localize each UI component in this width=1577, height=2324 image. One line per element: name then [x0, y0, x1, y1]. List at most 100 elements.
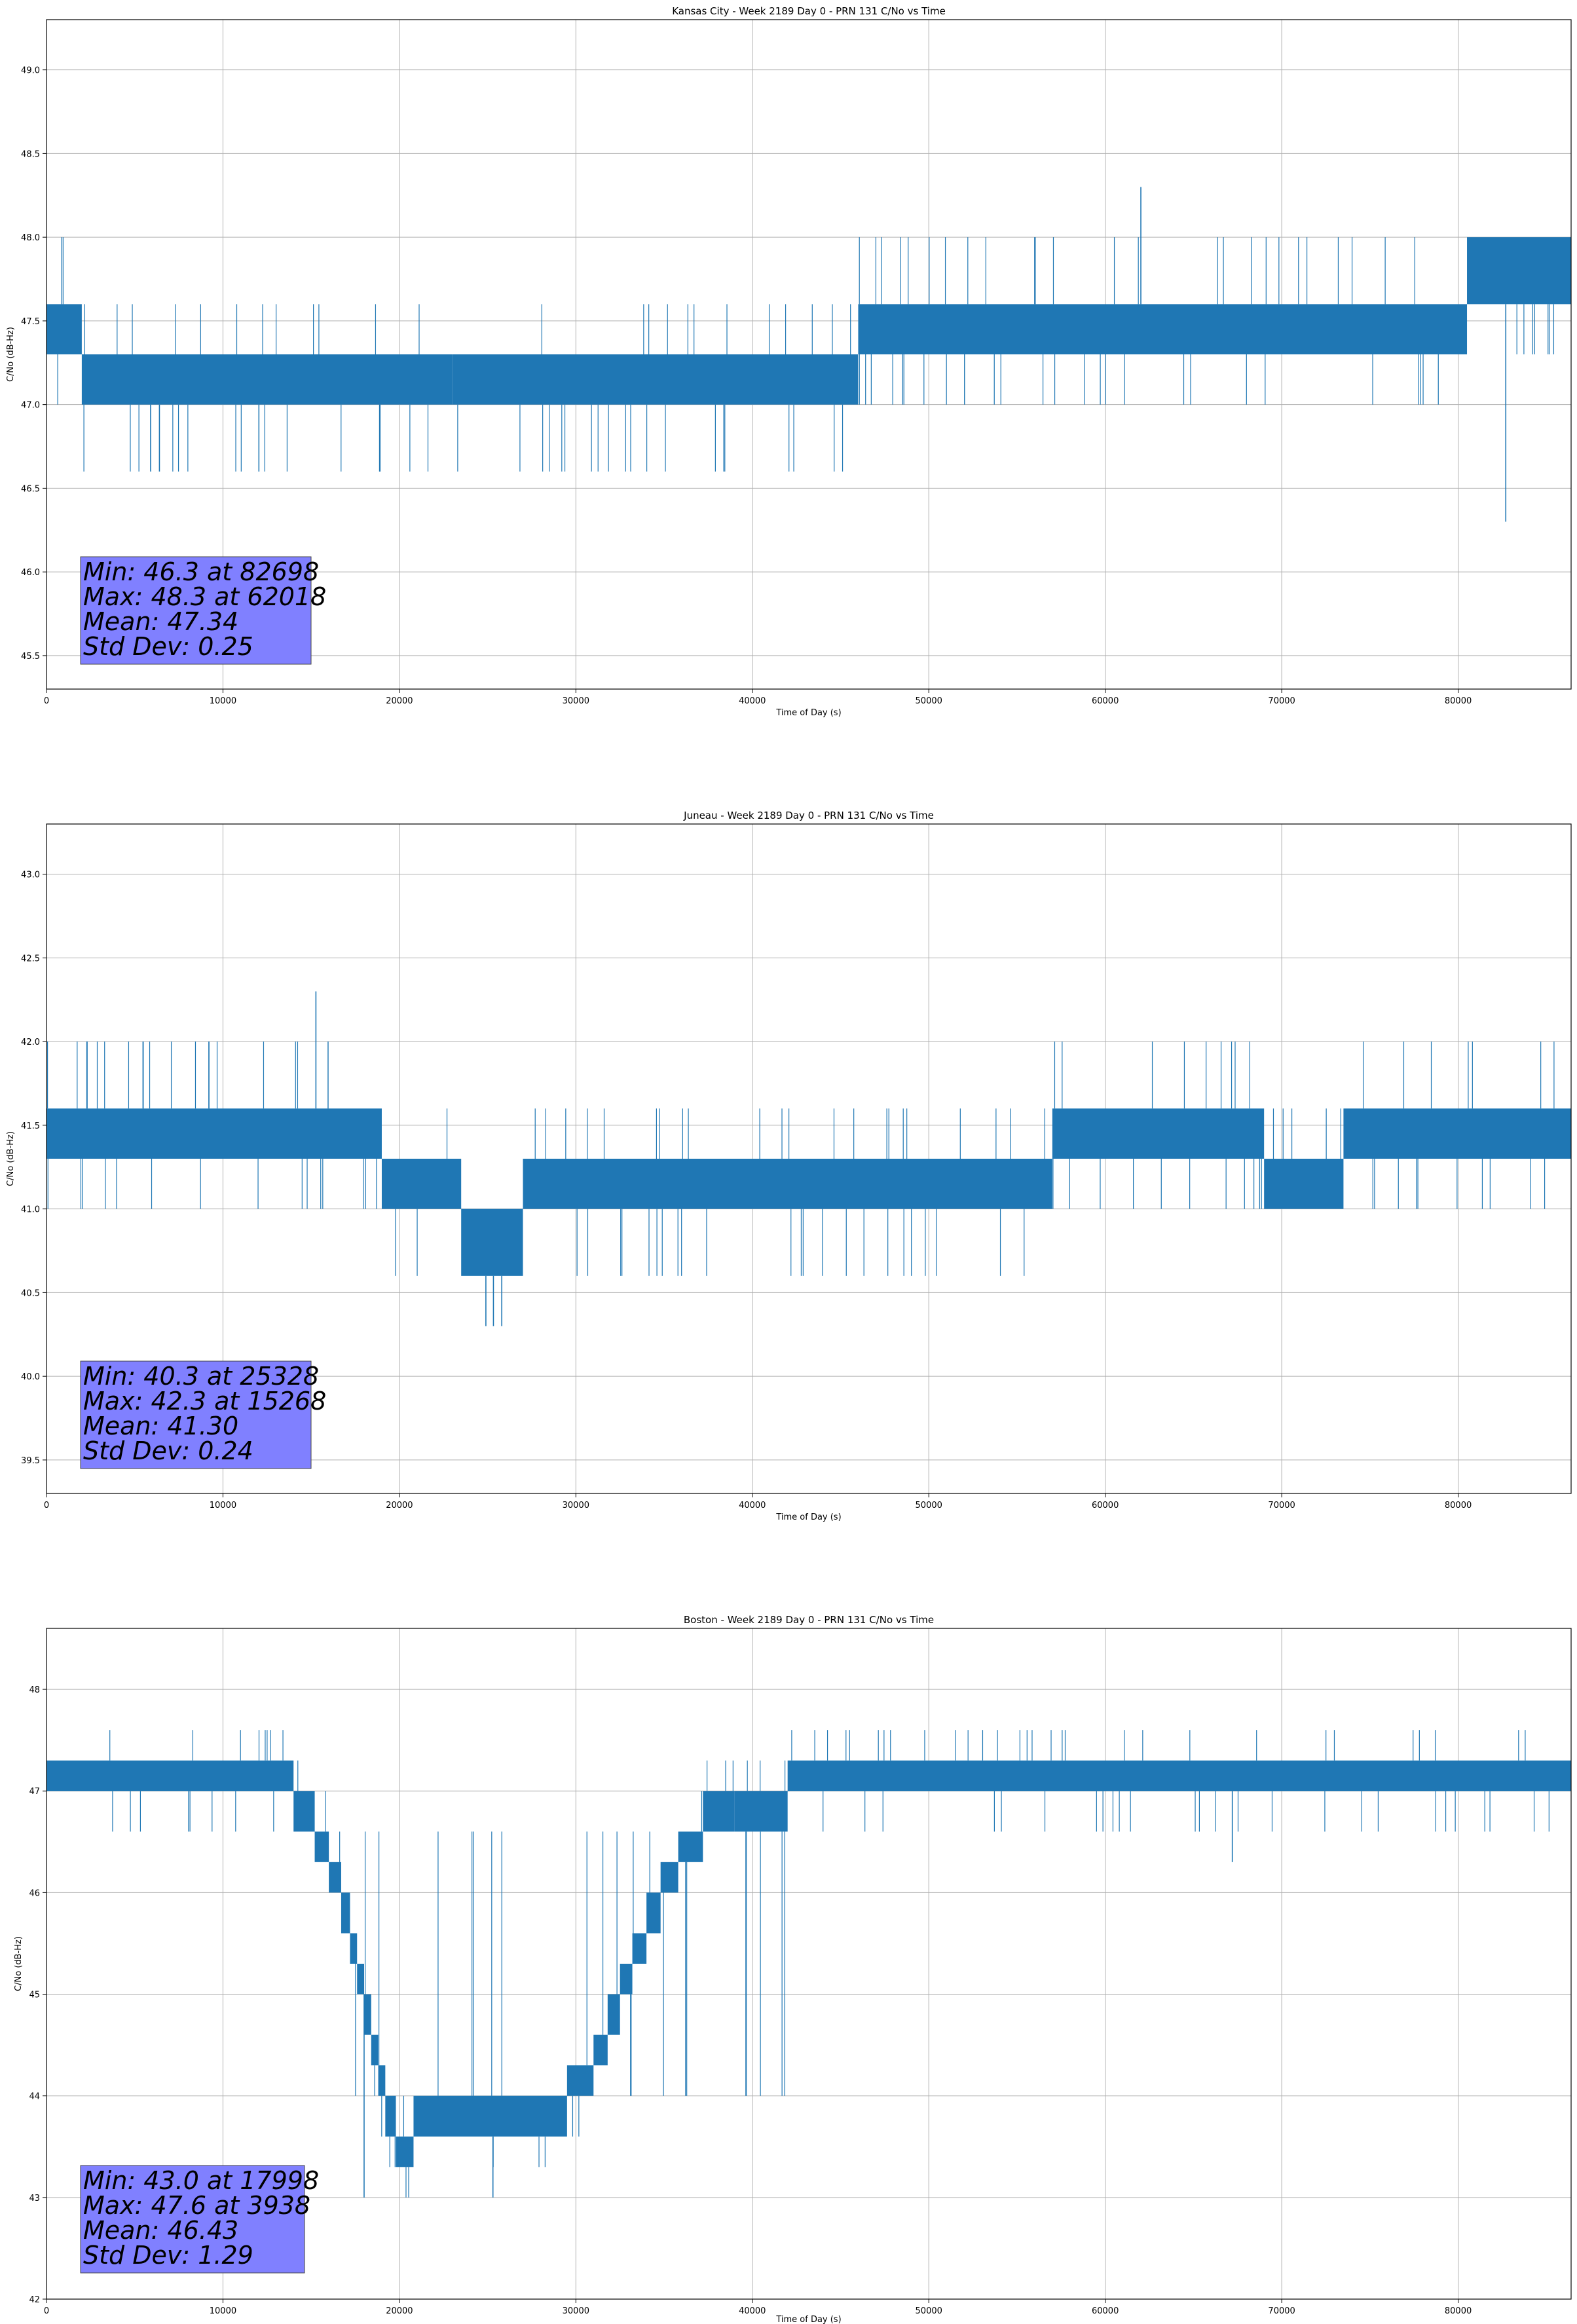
signal-band [1264, 1159, 1344, 1209]
signal-band [378, 2065, 386, 2096]
x-tick-label: 50000 [916, 696, 942, 706]
y-tick-label: 43.0 [21, 871, 40, 880]
stats-min: Min: 46.3 at 82698 [83, 557, 319, 586]
x-tick-label: 0 [44, 1501, 49, 1510]
signal-band [413, 2095, 567, 2137]
plot-frame [46, 1628, 1572, 2300]
x-tick-label: 10000 [210, 2306, 236, 2316]
x-tick-label: 0 [44, 2306, 49, 2316]
x-tick-label: 70000 [1268, 696, 1295, 706]
x-tick-label: 40000 [739, 696, 766, 706]
y-axis-label: C/No (dB-Hz) [14, 1936, 24, 1991]
signal-band [607, 1994, 620, 2035]
y-axis-label: C/No (dB-Hz) [6, 1131, 16, 1186]
signal-band [1343, 1108, 1571, 1159]
stats-mean: Mean: 46.43 [83, 2216, 238, 2245]
signal-band [678, 1831, 703, 1862]
signal-band [329, 1862, 341, 1893]
signal-band [787, 1760, 1571, 1791]
y-tick-label: 48 [29, 1685, 40, 1695]
x-tick-label: 20000 [386, 1501, 413, 1510]
signal-band [523, 1159, 1052, 1209]
x-tick-label: 20000 [386, 2306, 413, 2316]
signal-band [452, 354, 859, 405]
grid [46, 824, 1571, 1493]
signal-band [734, 1791, 788, 1832]
x-axis-label: Time of Day (s) [775, 2315, 841, 2324]
y-tick-label: 43 [29, 2194, 40, 2203]
chart-title: Boston - Week 2189 Day 0 - PRN 131 C/No … [684, 1614, 934, 1626]
axis-ticks: 0 10000 20000 30000 40000 50000 60000 70000 8000… [21, 871, 1472, 1510]
signal-band [620, 1964, 633, 1995]
x-axis-label: Time of Day (s) [775, 1512, 841, 1522]
x-tick-label: 50000 [916, 1501, 942, 1510]
y-tick-label: 47 [29, 1787, 40, 1797]
signal-band [350, 1933, 358, 1964]
y-axis-label: C/No (dB-Hz) [6, 327, 16, 382]
stats-min: Min: 43.0 at 17998 [83, 2166, 319, 2195]
stats-box: Min: 40.3 at 25328 Max: 42.3 at 15268 Me… [80, 1360, 326, 1469]
stats-std-dev: Std Dev: 0.25 [83, 632, 253, 661]
x-tick-label: 10000 [210, 1501, 236, 1510]
y-tick-label: 41.0 [21, 1205, 40, 1215]
axis-ticks: 0 10000 20000 30000 40000 50000 60000 70000 8000… [21, 66, 1472, 706]
signal-band [46, 1760, 294, 1791]
data-marks [46, 1730, 1571, 2198]
y-tick-label: 47.0 [21, 401, 40, 411]
signal-band [396, 2136, 414, 2167]
signal-band [364, 1994, 371, 2035]
y-tick-label: 45 [29, 1991, 40, 2000]
signal-band [357, 1964, 364, 1995]
y-tick-label: 45.5 [21, 652, 40, 662]
stats-max: Max: 48.3 at 62018 [83, 582, 326, 611]
chart-juneau: Juneau - Week 2189 Day 0 - PRN 131 C/No … [6, 810, 1572, 1522]
plot-frame [46, 823, 1572, 1494]
signal-band [632, 1933, 647, 1964]
y-tick-label: 46.5 [21, 484, 40, 494]
x-tick-label: 80000 [1445, 696, 1472, 706]
y-tick-label: 42.5 [21, 954, 40, 964]
stats-box: Min: 43.0 at 17998 Max: 47.6 at 3938 Mea… [80, 2165, 319, 2274]
x-tick-label: 30000 [563, 2306, 589, 2316]
x-tick-label: 30000 [563, 1501, 589, 1510]
y-tick-label: 40.5 [21, 1288, 40, 1298]
signal-band [461, 1209, 523, 1276]
x-tick-label: 10000 [210, 696, 236, 706]
stats-box: Min: 46.3 at 82698 Max: 48.3 at 62018 Me… [80, 556, 326, 665]
stats-box-background [80, 556, 312, 665]
y-tick-label: 47.5 [21, 317, 40, 327]
y-tick-label: 48.5 [21, 149, 40, 159]
y-tick-label: 44 [29, 2092, 40, 2102]
stats-std-dev: Std Dev: 0.24 [83, 1436, 253, 1465]
axis-ticks: 0 10000 20000 30000 40000 50000 60000 70000 8000… [29, 1685, 1472, 2316]
x-tick-label: 40000 [739, 2306, 766, 2316]
signal-band [46, 1108, 382, 1159]
chart-kansas-city: Kansas City - Week 2189 Day 0 - PRN 131 … [6, 5, 1572, 718]
x-tick-label: 60000 [1092, 2306, 1119, 2316]
stats-mean: Mean: 47.34 [83, 607, 238, 636]
x-axis-label: Time of Day (s) [775, 708, 841, 718]
x-tick-label: 30000 [563, 696, 589, 706]
x-tick-label: 40000 [739, 1501, 766, 1510]
signal-band [646, 1892, 661, 1934]
signal-band [314, 1831, 329, 1862]
signal-band [341, 1892, 350, 1934]
x-tick-label: 70000 [1268, 1501, 1295, 1510]
signal-band [371, 2034, 379, 2066]
x-tick-label: 80000 [1445, 1501, 1472, 1510]
stats-min: Min: 40.3 at 25328 [83, 1362, 319, 1391]
chart-boston: Boston - Week 2189 Day 0 - PRN 131 C/No … [14, 1614, 1572, 2324]
signal-band [703, 1791, 735, 1832]
x-tick-label: 60000 [1092, 1501, 1119, 1510]
x-tick-label: 80000 [1445, 2306, 1472, 2316]
y-tick-label: 40.0 [21, 1372, 40, 1382]
y-tick-label: 46 [29, 1888, 40, 1898]
signal-band [1052, 1108, 1265, 1159]
x-tick-label: 70000 [1268, 2306, 1295, 2316]
y-tick-label: 48.0 [21, 233, 40, 243]
signal-band [660, 1862, 678, 1893]
signal-band [385, 2095, 396, 2137]
stats-max: Max: 42.3 at 15268 [83, 1387, 326, 1415]
signal-band [46, 304, 82, 354]
stats-max: Max: 47.6 at 3938 [83, 2191, 310, 2220]
